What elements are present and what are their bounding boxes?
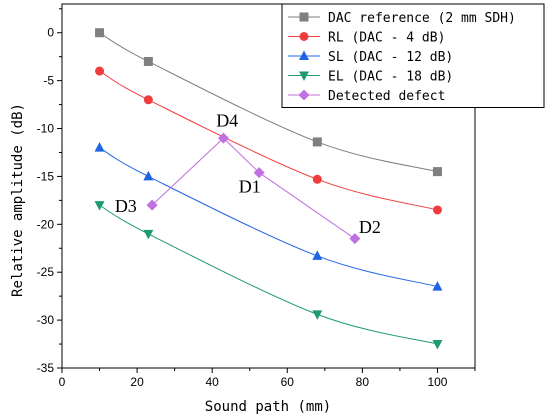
x-axis-title: Sound path (mm) <box>205 399 331 415</box>
x-tick-label: 60 <box>281 375 295 389</box>
data-point-0 <box>432 167 442 177</box>
defect-label: D1 <box>239 177 261 197</box>
series-line-0 <box>99 32 438 173</box>
series-curves <box>99 32 438 345</box>
defect-label: D3 <box>115 196 137 216</box>
data-point-0 <box>312 137 322 147</box>
y-tick-label: -30 <box>37 313 55 327</box>
legend-box <box>281 3 545 108</box>
y-tick-label: -25 <box>37 265 55 279</box>
y-tick-label: -15 <box>37 169 55 183</box>
data-point-2 <box>143 170 154 181</box>
data-point-3 <box>94 201 105 211</box>
data-point-4 <box>349 233 361 245</box>
series-line-1 <box>99 70 438 211</box>
y-tick-label: -20 <box>37 217 55 231</box>
data-point-0 <box>95 28 105 38</box>
data-point-4 <box>253 167 265 179</box>
legend-label: SL (DAC - 12 dB) <box>328 50 453 65</box>
legend: DAC reference (2 mm SDH) RL (DAC - 4 dB) S… <box>281 3 545 108</box>
series-line-3 <box>99 204 438 345</box>
series-line-2 <box>99 147 438 288</box>
data-point-2 <box>312 250 323 260</box>
data-point-3 <box>312 310 323 320</box>
data-point-1 <box>143 95 153 105</box>
legend-label: Detected defect <box>328 89 445 104</box>
series-markers <box>94 28 443 350</box>
legend-marker <box>299 32 309 41</box>
data-point-1 <box>95 66 105 76</box>
data-point-4 <box>146 199 158 211</box>
data-point-1 <box>432 205 442 215</box>
plot-frame <box>61 3 476 369</box>
y-tick-label: 0 <box>47 26 54 40</box>
defect-label: D4 <box>216 111 238 131</box>
x-tick-label: 80 <box>356 375 370 389</box>
data-point-4 <box>217 132 229 144</box>
y-axis-title: Relative amplitude (dB) <box>10 103 26 297</box>
annotations: D3 D4 D1 D2 <box>115 111 381 237</box>
data-point-1 <box>312 174 322 184</box>
legend-label: EL (DAC - 18 dB) <box>328 70 453 85</box>
y-tick-label: -5 <box>43 74 54 88</box>
legend-label: DAC reference (2 mm SDH) <box>328 11 516 26</box>
data-point-2 <box>94 142 105 152</box>
x-tick-label: 100 <box>427 375 447 389</box>
legend-marker <box>299 12 309 22</box>
legend-label: RL (DAC - 4 dB) <box>328 31 445 46</box>
legend-marker <box>298 89 310 101</box>
y-tick-label: -10 <box>37 122 55 136</box>
x-tick-label: 20 <box>130 375 144 389</box>
defect-label: D2 <box>359 217 381 237</box>
series-line-4 <box>151 137 356 240</box>
x-tick-label: 0 <box>59 375 66 389</box>
y-tick-label: -35 <box>37 361 55 375</box>
axes: 0 20 40 60 80 100 0 -5 -10 -15 -20 -25 -30 -35 <box>37 3 476 389</box>
data-point-2 <box>432 281 443 291</box>
data-point-3 <box>432 340 443 350</box>
legend-marker <box>299 50 309 60</box>
x-tick-label: 40 <box>206 375 220 389</box>
data-point-0 <box>143 56 153 66</box>
data-point-3 <box>143 229 154 240</box>
legend-marker <box>299 71 309 81</box>
